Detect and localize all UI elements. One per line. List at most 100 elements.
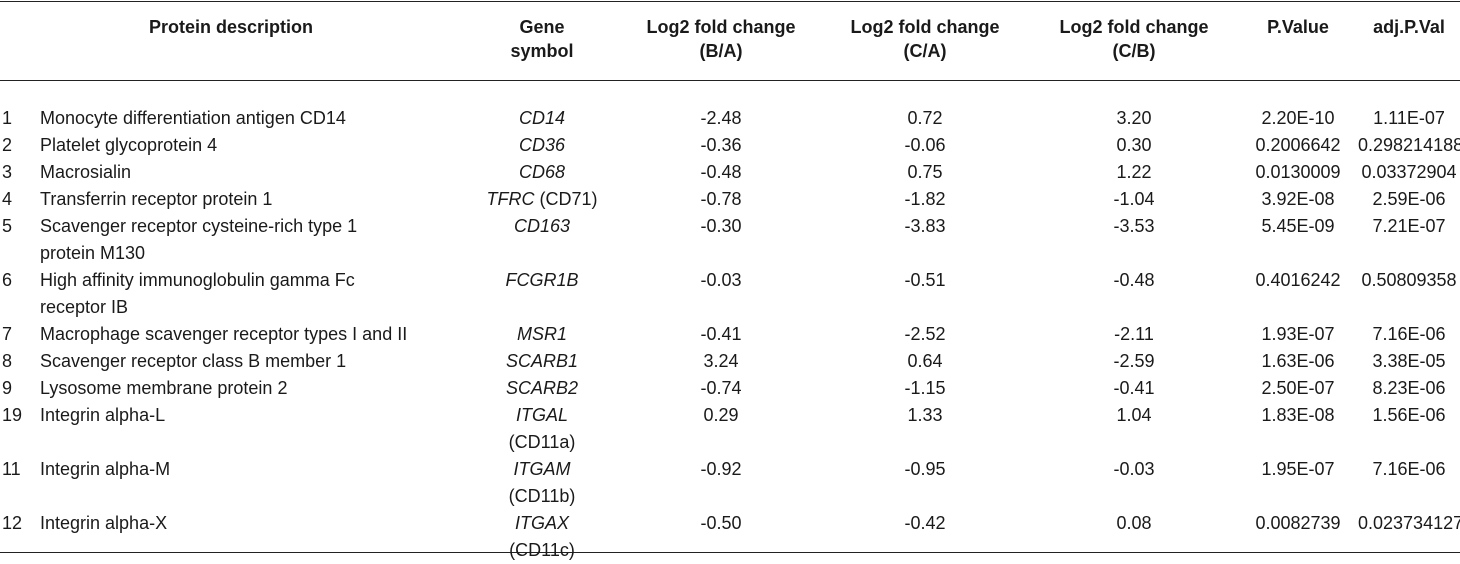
row-number: 8	[2, 351, 13, 371]
pvalue-cell: 0.0082739	[1255, 513, 1341, 533]
log2fc-ba-cell: -0.36	[700, 135, 742, 155]
log2fc-cb-cell: 0.08	[1116, 513, 1152, 533]
table-row: 7 Macrophage scavenger receptor types I a…	[0, 321, 1460, 348]
adj-pvalue-cell: 7.16E-06	[1372, 459, 1446, 479]
gene-symbol: ITGAX	[514, 513, 569, 533]
adj-pvalue-cell: 1.56E-06	[1372, 405, 1446, 425]
log2fc-ca-cell: -1.15	[904, 378, 946, 398]
pvalue-cell: 5.45E-09	[1261, 216, 1335, 236]
pvalue-cell: 1.63E-06	[1261, 351, 1335, 371]
gene-cell: ITGAM (CD11b)	[462, 456, 622, 510]
gene-cell: SCARB1	[462, 348, 622, 375]
protein-description: Lysosome membrane protein 2	[40, 375, 462, 402]
protein-description-line: Scavenger receptor class B member 1	[40, 351, 347, 371]
header-adj-pvalue: adj.P.Val	[1373, 17, 1445, 37]
log2fc-cb-cell: 0.30	[1116, 135, 1152, 155]
bottom-rule	[0, 552, 1460, 553]
protein-description: Scavenger receptor class B member 1	[40, 348, 462, 375]
log2fc-cb-cell: -0.03	[1113, 459, 1155, 479]
protein-description-line: receptor IB	[40, 297, 129, 317]
gene-cell: SCARB2	[462, 375, 622, 402]
header-rule	[0, 80, 1460, 81]
log2fc-ca-cell: -1.82	[904, 189, 946, 209]
log2fc-ca-cell: 0.75	[907, 162, 943, 182]
protein-description-line: Scavenger receptor cysteine-rich type 1	[40, 216, 358, 236]
gene-symbol: CD36	[518, 135, 566, 155]
adj-pvalue-cell: 2.59E-06	[1372, 189, 1446, 209]
protein-description: Scavenger receptor cysteine-rich type 1 p…	[40, 213, 462, 267]
protein-description-line: Integrin alpha-L	[40, 405, 166, 425]
adj-pvalue-cell: 0.023734127	[1358, 513, 1460, 533]
row-number: 5	[2, 216, 13, 236]
table-row: 5 Scavenger receptor cysteine-rich type 1…	[0, 213, 1460, 267]
log2fc-cb-cell: 3.20	[1116, 108, 1152, 128]
gene-cell: CD163	[462, 213, 622, 267]
table-row: 1 Monocyte differentiation antigen CD14 CD…	[0, 95, 1460, 132]
protein-description: High affinity immunoglobulin gamma Fc rec…	[40, 267, 462, 321]
table-header: Protein description Gene symbol Log2 fold…	[0, 0, 1460, 95]
adj-pvalue-cell: 0.50809358	[1361, 270, 1457, 290]
log2fc-ba-cell: 3.24	[703, 351, 739, 371]
adj-pvalue-cell: 1.11E-07	[1373, 108, 1445, 128]
table-row: 8 Scavenger receptor class B member 1 SCAR…	[0, 348, 1460, 375]
gene-alias: (CD11a)	[508, 432, 576, 452]
gene-symbol: MSR1	[516, 324, 567, 344]
top-rule	[0, 1, 1460, 2]
log2fc-ca-cell: -0.95	[904, 459, 946, 479]
protein-description-line: Transferrin receptor protein 1	[40, 189, 273, 209]
protein-description-line: Monocyte differentiation antigen CD14	[40, 108, 346, 128]
protein-description-line: protein M130	[40, 243, 146, 263]
pvalue-cell: 1.95E-07	[1261, 459, 1335, 479]
log2fc-cb-cell: -1.04	[1113, 189, 1155, 209]
gene-cell: TFRC (CD71)	[462, 186, 622, 213]
protein-description: Integrin alpha-M	[40, 456, 462, 510]
log2fc-ba-cell: -0.74	[700, 378, 742, 398]
table-row: 6 High affinity immunoglobulin gamma Fc re…	[0, 267, 1460, 321]
protein-description: Macrosialin	[40, 159, 462, 186]
pvalue-cell: 2.50E-07	[1261, 378, 1335, 398]
protein-description: Transferrin receptor protein 1	[40, 186, 462, 213]
gene-cell: ITGAX (CD11c)	[462, 510, 622, 564]
pvalue-cell: 0.2006642	[1255, 135, 1341, 155]
table-row: 3 Macrosialin CD68 -0.48 0.75 1.22 0.0130009 0.…	[0, 159, 1460, 186]
header-log2fc-ca: Log2 fold change (C/A)	[850, 17, 1000, 61]
log2fc-cb-cell: -2.11	[1114, 324, 1154, 344]
row-number: 3	[2, 162, 13, 182]
gene-symbol: TFRC	[486, 189, 535, 209]
log2fc-cb-cell: -0.48	[1113, 270, 1155, 290]
protein-description: Macrophage scavenger receptor types I an…	[40, 321, 462, 348]
table-row: 2 Platelet glycoprotein 4 CD36 -0.36 -0.06 0.…	[0, 132, 1460, 159]
gene-symbol: SCARB2	[505, 378, 579, 398]
gene-alias: (CD71)	[534, 189, 598, 209]
protein-description: Platelet glycoprotein 4	[40, 132, 462, 159]
log2fc-ba-cell: -0.03	[700, 270, 742, 290]
gene-cell: CD68	[462, 159, 622, 186]
pvalue-cell: 1.83E-08	[1261, 405, 1335, 425]
protein-description-line: Integrin alpha-M	[40, 459, 171, 479]
log2fc-ca-cell: -0.06	[904, 135, 946, 155]
adj-pvalue-cell: 8.23E-06	[1372, 378, 1446, 398]
row-number: 9	[2, 378, 13, 398]
log2fc-cb-cell: 1.04	[1116, 405, 1152, 425]
row-number: 1	[2, 108, 13, 128]
protein-description: Monocyte differentiation antigen CD14	[40, 95, 462, 132]
gene-cell: CD36	[462, 132, 622, 159]
table-row: 11 Integrin alpha-M ITGAM (CD11b) -0.92 -0.95…	[0, 456, 1460, 510]
log2fc-ca-cell: 0.64	[907, 351, 943, 371]
log2fc-ba-cell: -0.48	[700, 162, 742, 182]
table-row: 12 Integrin alpha-X ITGAX (CD11c) -0.50 -0.42…	[0, 510, 1460, 564]
log2fc-ca-cell: -0.51	[904, 270, 946, 290]
row-number: 2	[2, 135, 13, 155]
log2fc-ca-cell: -2.52	[904, 324, 946, 344]
gene-symbol: ITGAM	[513, 459, 571, 479]
protein-description-line: Macrophage scavenger receptor types I an…	[40, 324, 408, 344]
log2fc-cb-cell: -3.53	[1113, 216, 1155, 236]
log2fc-ba-cell: -2.48	[700, 108, 742, 128]
row-number: 4	[2, 189, 13, 209]
protein-description-line: Lysosome membrane protein 2	[40, 378, 288, 398]
gene-cell: MSR1	[462, 321, 622, 348]
gene-cell: FCGR1B	[462, 267, 622, 321]
adj-pvalue-cell: 7.21E-07	[1372, 216, 1446, 236]
pvalue-cell: 0.4016242	[1255, 270, 1341, 290]
